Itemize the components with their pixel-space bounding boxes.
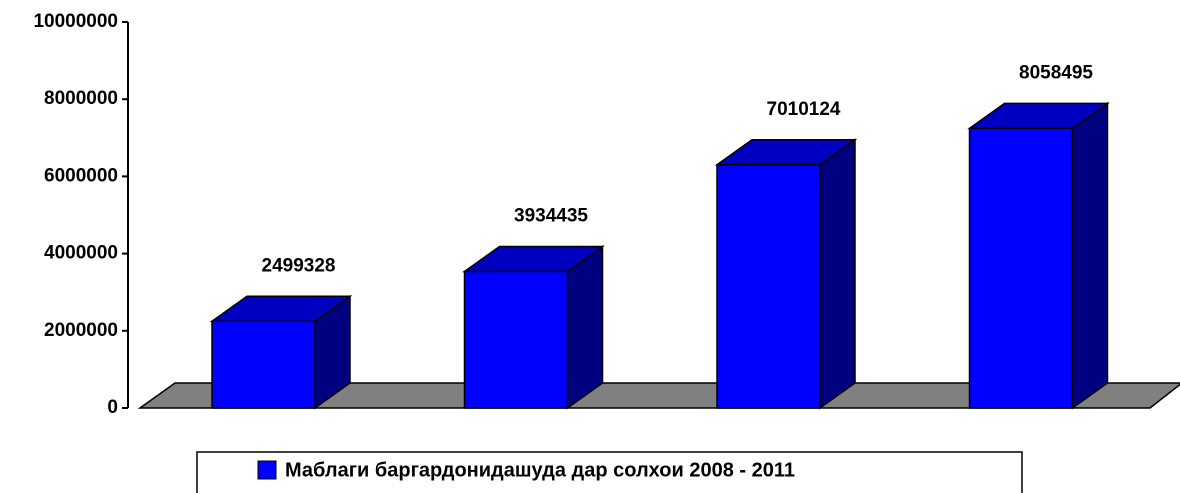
legend-label: Маблаги баргардонидашуда дар солхои 2008… <box>285 459 795 481</box>
bar <box>967 101 1110 410</box>
legend-box <box>196 451 1023 493</box>
data-label: 3934435 <box>514 205 588 226</box>
data-label: 7010124 <box>767 99 841 120</box>
bar-side <box>566 245 604 410</box>
y-tick-label: 6000000 <box>44 165 118 186</box>
y-tick-label: 10000000 <box>33 11 118 32</box>
bar-side <box>819 138 856 410</box>
bar-front <box>968 127 1074 409</box>
data-label: 8058495 <box>1019 62 1093 83</box>
legend-swatch <box>257 460 277 480</box>
bar-side <box>1071 101 1109 410</box>
y-tick-label: 0 <box>107 397 118 418</box>
bar <box>714 138 858 410</box>
bar <box>462 245 605 410</box>
bar-front <box>211 320 316 409</box>
bar-front <box>463 270 569 409</box>
y-tick-label: 4000000 <box>44 243 118 264</box>
bar-front <box>716 163 821 409</box>
y-tick-label: 2000000 <box>44 320 118 341</box>
bar <box>209 294 353 410</box>
y-tick-label: 8000000 <box>44 88 118 109</box>
data-label: 2499328 <box>262 255 336 276</box>
